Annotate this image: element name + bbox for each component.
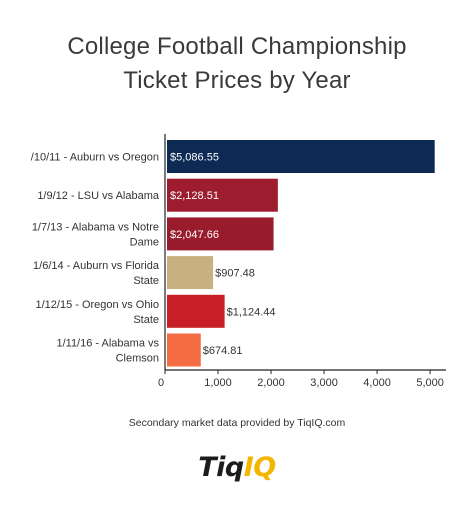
bar-6 bbox=[167, 333, 201, 367]
value-label-5: $1,124.44 bbox=[227, 306, 276, 318]
tiqiq-logo: TiqIQ bbox=[0, 452, 474, 483]
x-tick-label-2: 1,000 bbox=[204, 377, 232, 389]
value-label-6: $674.81 bbox=[203, 345, 243, 357]
bar-3 bbox=[167, 217, 274, 251]
category-label-5: 1/12/15 - Oregon vs Ohio State bbox=[35, 299, 159, 326]
bar-4 bbox=[167, 256, 214, 290]
chart-title-line-2: Ticket Prices by Year bbox=[123, 67, 351, 94]
category-label-6: 1/11/16 - Alabama vs Clemson bbox=[56, 338, 159, 365]
x-ticks-group: 0 1,000 2,000 3,000 4,000 5,000 bbox=[158, 370, 444, 389]
bar-1 bbox=[167, 140, 435, 173]
value-label-1: $5,086.55 bbox=[170, 152, 219, 164]
bar-5 bbox=[167, 294, 225, 328]
logo-part-2: IQ bbox=[243, 452, 277, 483]
value-label-3: $2,047.66 bbox=[170, 229, 219, 241]
axes-group bbox=[164, 134, 446, 371]
x-tick-label-1: 0 bbox=[158, 377, 164, 389]
bar-chart: $5,086.55 $2,128.51 $2,047.66 $907.48 $1,124… bbox=[31, 134, 446, 389]
category-labels-group: /10/11 - Auburn vs Oregon 1/9/12 - LSU vs… bbox=[31, 152, 160, 365]
x-tick-label-5: 4,000 bbox=[363, 377, 391, 389]
x-tick-label-6: 5,000 bbox=[416, 377, 444, 389]
x-tick-label-4: 3,000 bbox=[310, 377, 338, 389]
value-label-2: $2,128.51 bbox=[170, 190, 219, 202]
category-label-3: 1/7/13 - Alabama vs Notre Dame bbox=[32, 221, 159, 248]
value-labels-group: $5,086.55 $2,128.51 $2,047.66 $907.48 $1,124… bbox=[170, 152, 276, 358]
category-label-1: /10/11 - Auburn vs Oregon bbox=[31, 152, 159, 164]
bars-group bbox=[167, 140, 435, 367]
chart-title-line-1: College Football Championship bbox=[67, 33, 407, 60]
logo-part-1: Tiq bbox=[198, 452, 244, 483]
category-label-4: 1/6/14 - Auburn vs Florida State bbox=[33, 260, 160, 287]
source-note: Secondary market data provided by TiqIQ.… bbox=[128, 417, 346, 429]
x-tick-label-3: 2,000 bbox=[257, 377, 285, 389]
value-label-4: $907.48 bbox=[215, 268, 255, 280]
bar-2 bbox=[167, 178, 278, 212]
category-label-2: 1/9/12 - LSU vs Alabama bbox=[37, 190, 160, 202]
